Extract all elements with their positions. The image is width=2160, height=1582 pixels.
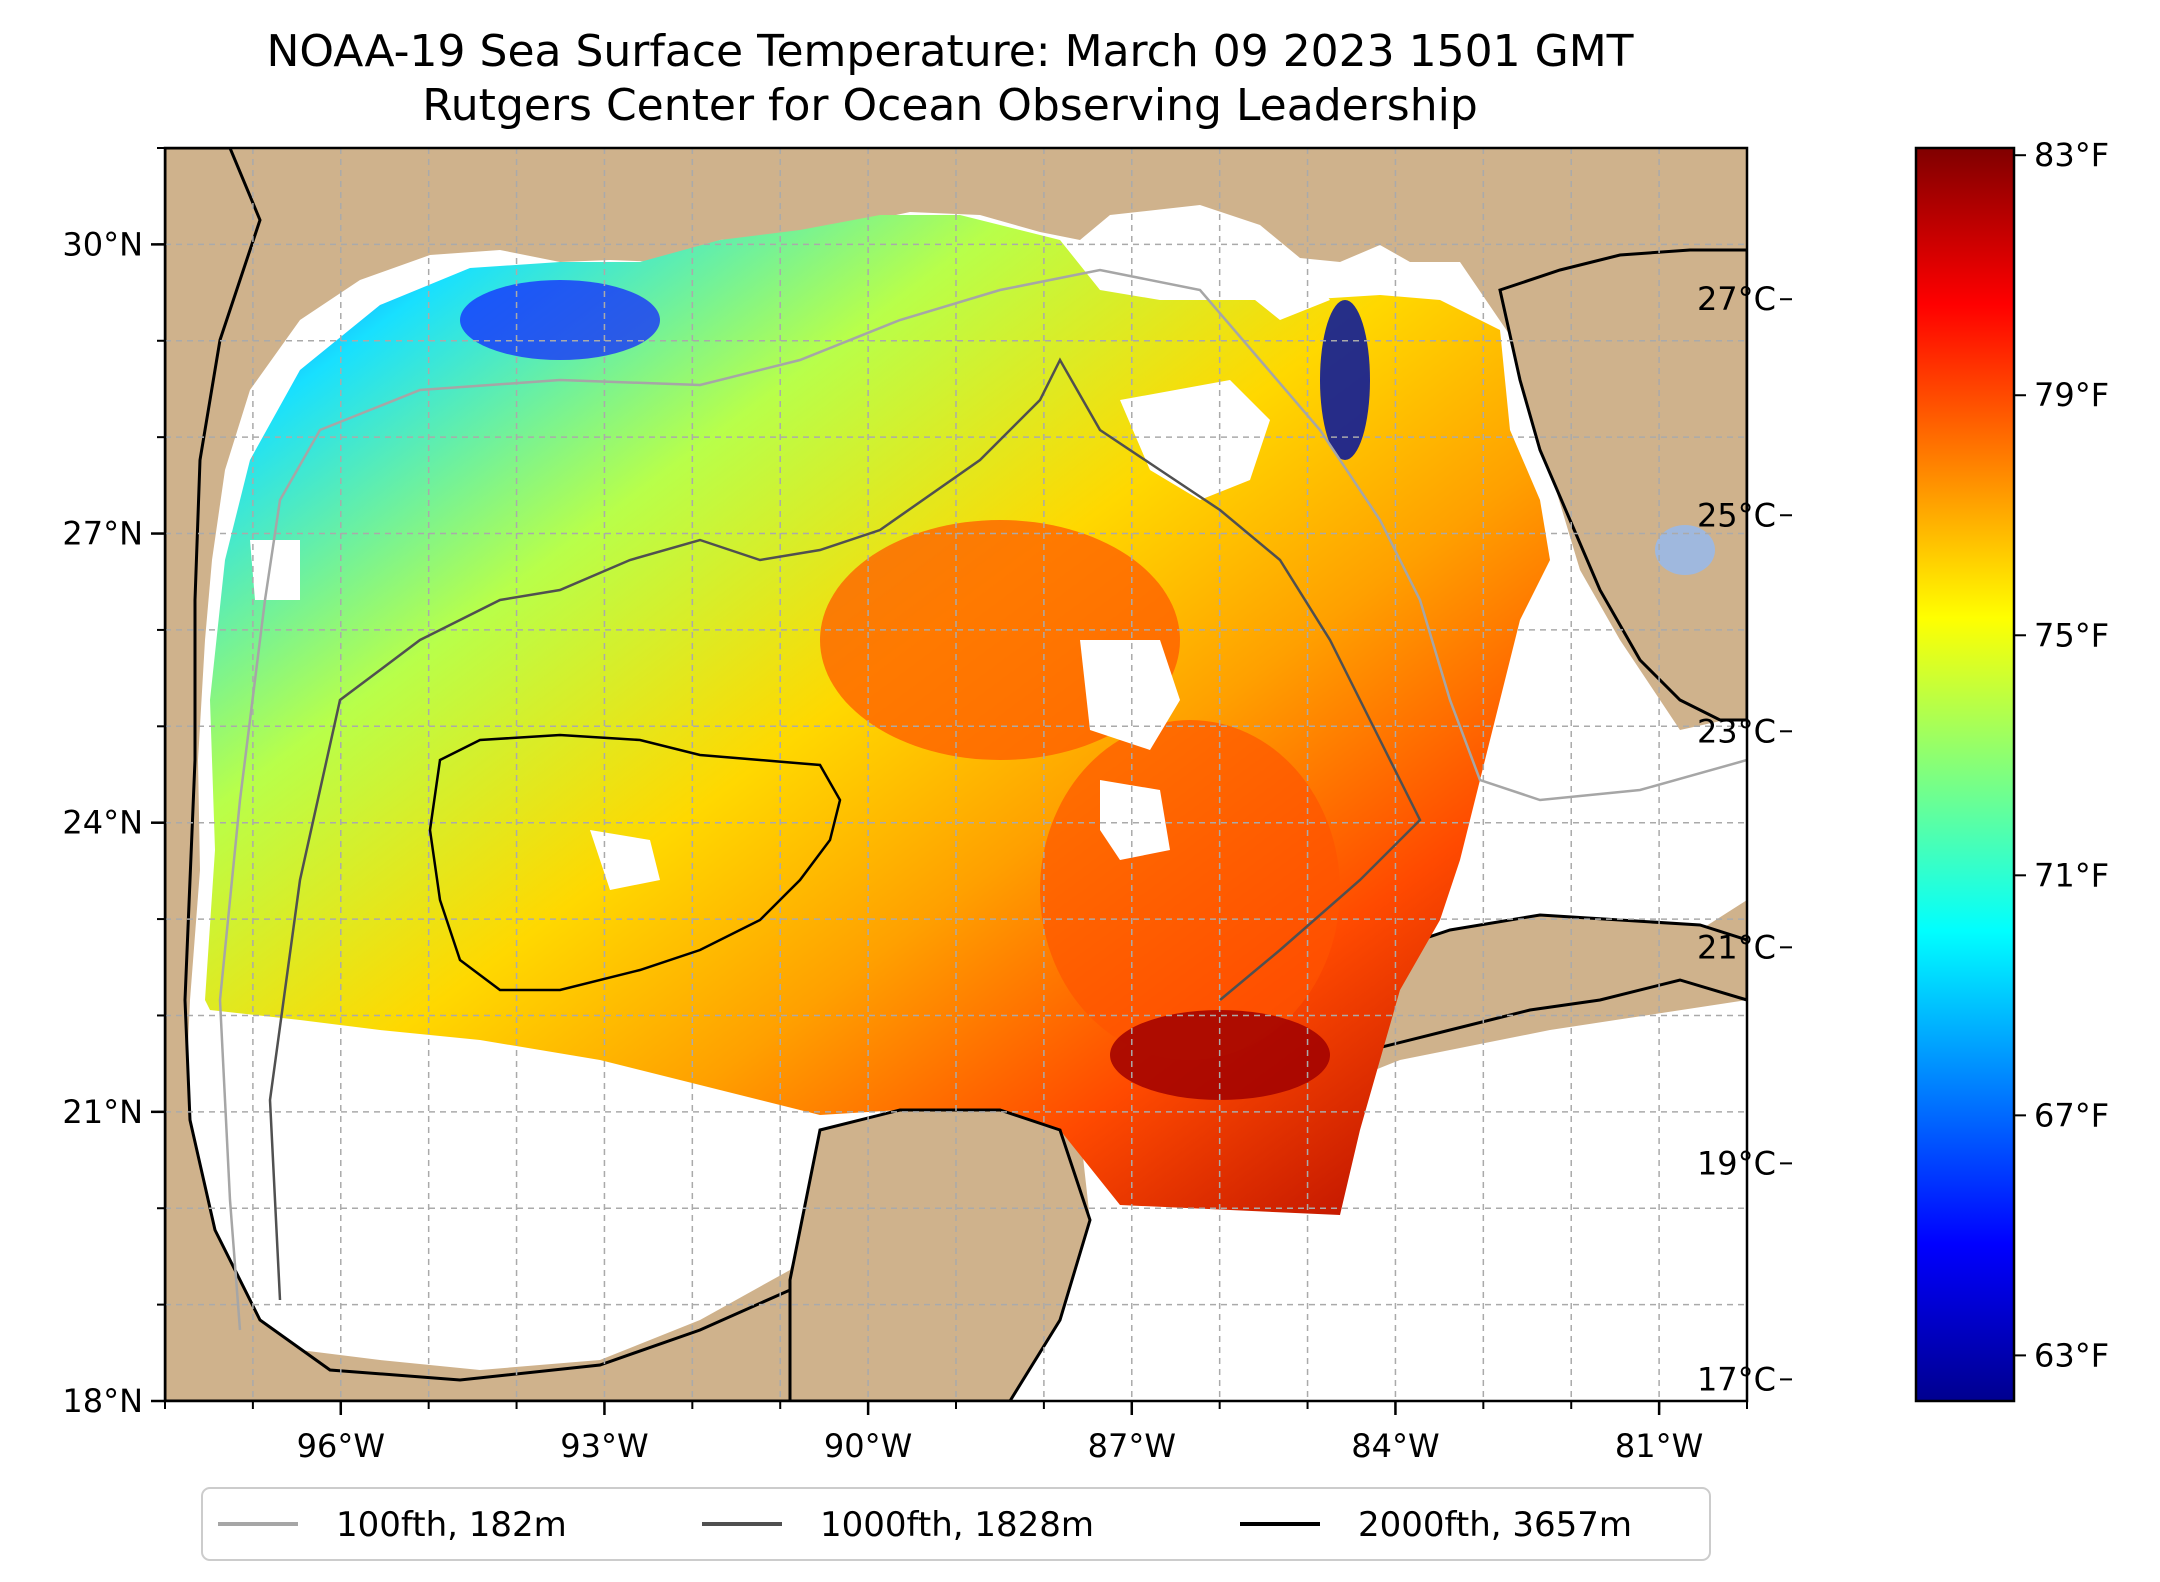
lat-tick-label: 24°N — [62, 804, 143, 842]
celsius-axis: 27°C 25°C 23°C 21°C 19°C 17°C — [1697, 280, 1792, 1398]
lon-tick-label: 90°W — [824, 1427, 912, 1465]
cloud-patch — [1100, 780, 1170, 860]
figure-subtitle: Rutgers Center for Ocean Observing Leade… — [422, 80, 1478, 131]
contour-1000fth — [268, 357, 1422, 1301]
fahrenheit-tick-label: 75°F — [2034, 616, 2109, 654]
cloud-patch — [1120, 380, 1270, 500]
fahrenheit-tick-label: 71°F — [2034, 856, 2109, 894]
cloud-patch — [1080, 640, 1180, 750]
lat-tick-label: 27°N — [62, 515, 143, 553]
cold-coastal — [460, 280, 660, 360]
longitude-axis: 96°W 93°W 90°W 87°W 84°W 81°W — [164, 1401, 1748, 1465]
celsius-tick-label: 17°C — [1697, 1360, 1776, 1398]
contour-2000fth — [428, 733, 842, 992]
warm-current — [1040, 720, 1340, 1060]
lat-tick-label: 18°N — [62, 1382, 143, 1420]
fahrenheit-tick-label: 83°F — [2034, 136, 2109, 174]
fahrenheit-tick-label: 79°F — [2034, 376, 2109, 414]
caribbean-water — [1100, 1000, 1747, 1401]
latitude-axis: 30°N 27°N 24°N 21°N 18°N — [62, 147, 165, 1420]
cloud-patch — [590, 830, 660, 890]
fahrenheit-tick-label: 63°F — [2034, 1336, 2109, 1374]
lat-tick-label: 21°N — [62, 1093, 143, 1131]
cloud-patch — [1230, 260, 1330, 320]
legend-label-2000fth: 2000fth, 3657m — [1358, 1505, 1632, 1545]
fahrenheit-tick-label: 67°F — [2034, 1096, 2109, 1134]
legend-label-100fth: 100fth, 182m — [336, 1505, 567, 1545]
fahrenheit-axis: 83°F 79°F 75°F 71°F 67°F 63°F — [2014, 136, 2109, 1374]
map-panel — [165, 148, 1747, 1401]
celsius-tick-label: 23°C — [1697, 712, 1776, 750]
celsius-tick-label: 27°C — [1697, 280, 1776, 318]
celsius-tick-label: 25°C — [1697, 496, 1776, 534]
contour-legend: 100fth, 182m 1000fth, 1828m 2000fth, 365… — [201, 1487, 1711, 1561]
lat-tick-label: 30°N — [62, 225, 143, 263]
lon-tick-label: 84°W — [1351, 1427, 1439, 1465]
figure-title: NOAA-19 Sea Surface Temperature: March 0… — [266, 26, 1633, 77]
colorbar: 83°F 79°F 75°F 71°F 67°F 63°F — [1914, 136, 2109, 1403]
cloud-patch — [250, 540, 300, 600]
legend-label-1000fth: 1000fth, 1828m — [820, 1505, 1094, 1545]
colorbar-gradient — [1914, 146, 2016, 1403]
lake-okeechobee — [1655, 525, 1715, 575]
cold-bigbend — [1320, 300, 1370, 460]
lon-tick-label: 87°W — [1088, 1427, 1176, 1465]
florida-land — [1498, 248, 1747, 722]
lon-tick-label: 93°W — [560, 1427, 648, 1465]
celsius-tick-label: 21°C — [1697, 928, 1776, 966]
lon-tick-label: 81°W — [1615, 1427, 1703, 1465]
lon-tick-label: 96°W — [297, 1427, 385, 1465]
contour-100fth — [218, 268, 1747, 1331]
legend-frame — [201, 1487, 1711, 1561]
celsius-tick-label: 19°C — [1697, 1144, 1776, 1182]
